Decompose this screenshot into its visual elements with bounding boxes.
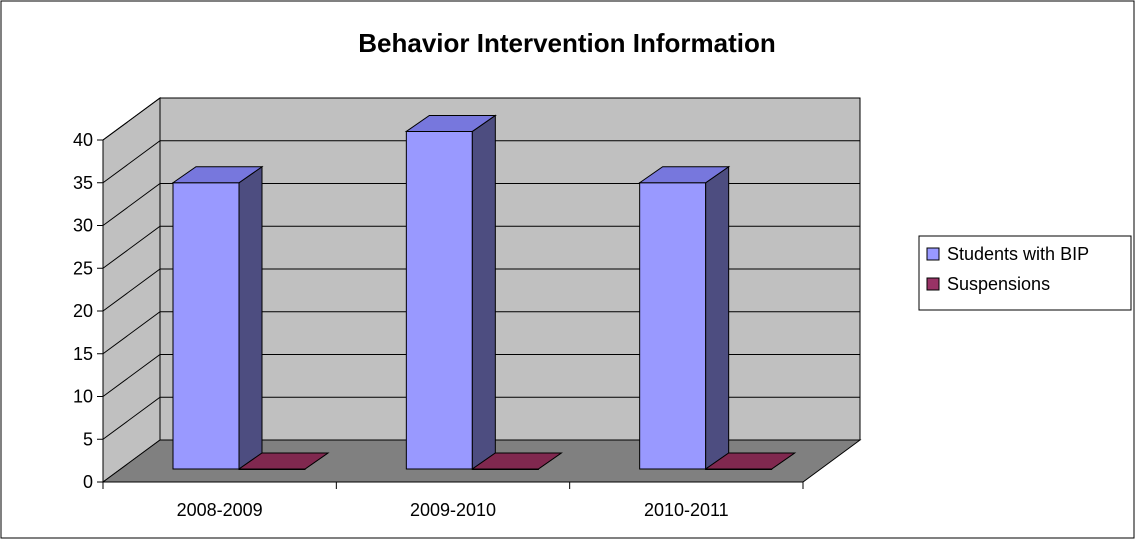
legend: Students with BIP Suspensions bbox=[918, 235, 1132, 311]
legend-swatch bbox=[926, 277, 940, 291]
y-tick-label: 25 bbox=[73, 258, 93, 278]
bar-side bbox=[705, 165, 730, 470]
gridline bbox=[102, 396, 860, 440]
axes: 0 5 10 15 20 25 30 35 40 2008-2009 2009-2010 2010-2… bbox=[73, 130, 804, 520]
gridline bbox=[102, 225, 860, 269]
bars bbox=[171, 114, 797, 470]
x-tick-label: 2008-2009 bbox=[177, 500, 263, 520]
x-tick-label: 2010-2011 bbox=[644, 500, 729, 520]
bar-side bbox=[471, 114, 496, 470]
legend-swatch bbox=[926, 247, 940, 261]
bar-top bbox=[638, 166, 731, 184]
y-tick-label: 35 bbox=[73, 173, 93, 193]
y-tick-label: 30 bbox=[73, 216, 93, 236]
y-tick-label: 10 bbox=[73, 387, 93, 407]
gridline bbox=[102, 268, 860, 312]
gridline bbox=[102, 97, 860, 141]
bar-front bbox=[405, 130, 473, 470]
bar-top bbox=[404, 114, 497, 132]
y-tick-label: 5 bbox=[83, 429, 93, 449]
y-tick-label: 20 bbox=[73, 301, 93, 321]
bar-front bbox=[172, 182, 240, 470]
gridline bbox=[102, 140, 860, 184]
gridline bbox=[102, 183, 860, 226]
bar-1-0 bbox=[237, 452, 330, 470]
bar-0-1 bbox=[404, 114, 497, 470]
bar-top bbox=[704, 452, 797, 470]
gridline bbox=[102, 354, 860, 397]
bar-1-2 bbox=[704, 452, 797, 470]
bar-side bbox=[238, 165, 263, 470]
y-tick-label: 40 bbox=[73, 130, 93, 150]
legend-box bbox=[918, 235, 1132, 311]
bar-front bbox=[639, 182, 707, 470]
bar-0-0 bbox=[171, 165, 264, 470]
bar-top bbox=[171, 166, 264, 184]
y-tick-label: 0 bbox=[83, 472, 93, 492]
gridlines bbox=[102, 97, 860, 440]
bar-0-2 bbox=[638, 165, 731, 470]
legend-label: Students with BIP bbox=[947, 244, 1089, 264]
bar-top bbox=[470, 452, 563, 470]
bar-1-1 bbox=[470, 452, 563, 470]
y-tick-label: 15 bbox=[73, 344, 93, 364]
legend-label: Suspensions bbox=[947, 274, 1050, 294]
bar-top bbox=[237, 452, 330, 470]
gridline bbox=[102, 311, 860, 355]
x-tick-label: 2009-2010 bbox=[410, 500, 496, 520]
chart-title: Behavior Intervention Information bbox=[358, 28, 776, 58]
